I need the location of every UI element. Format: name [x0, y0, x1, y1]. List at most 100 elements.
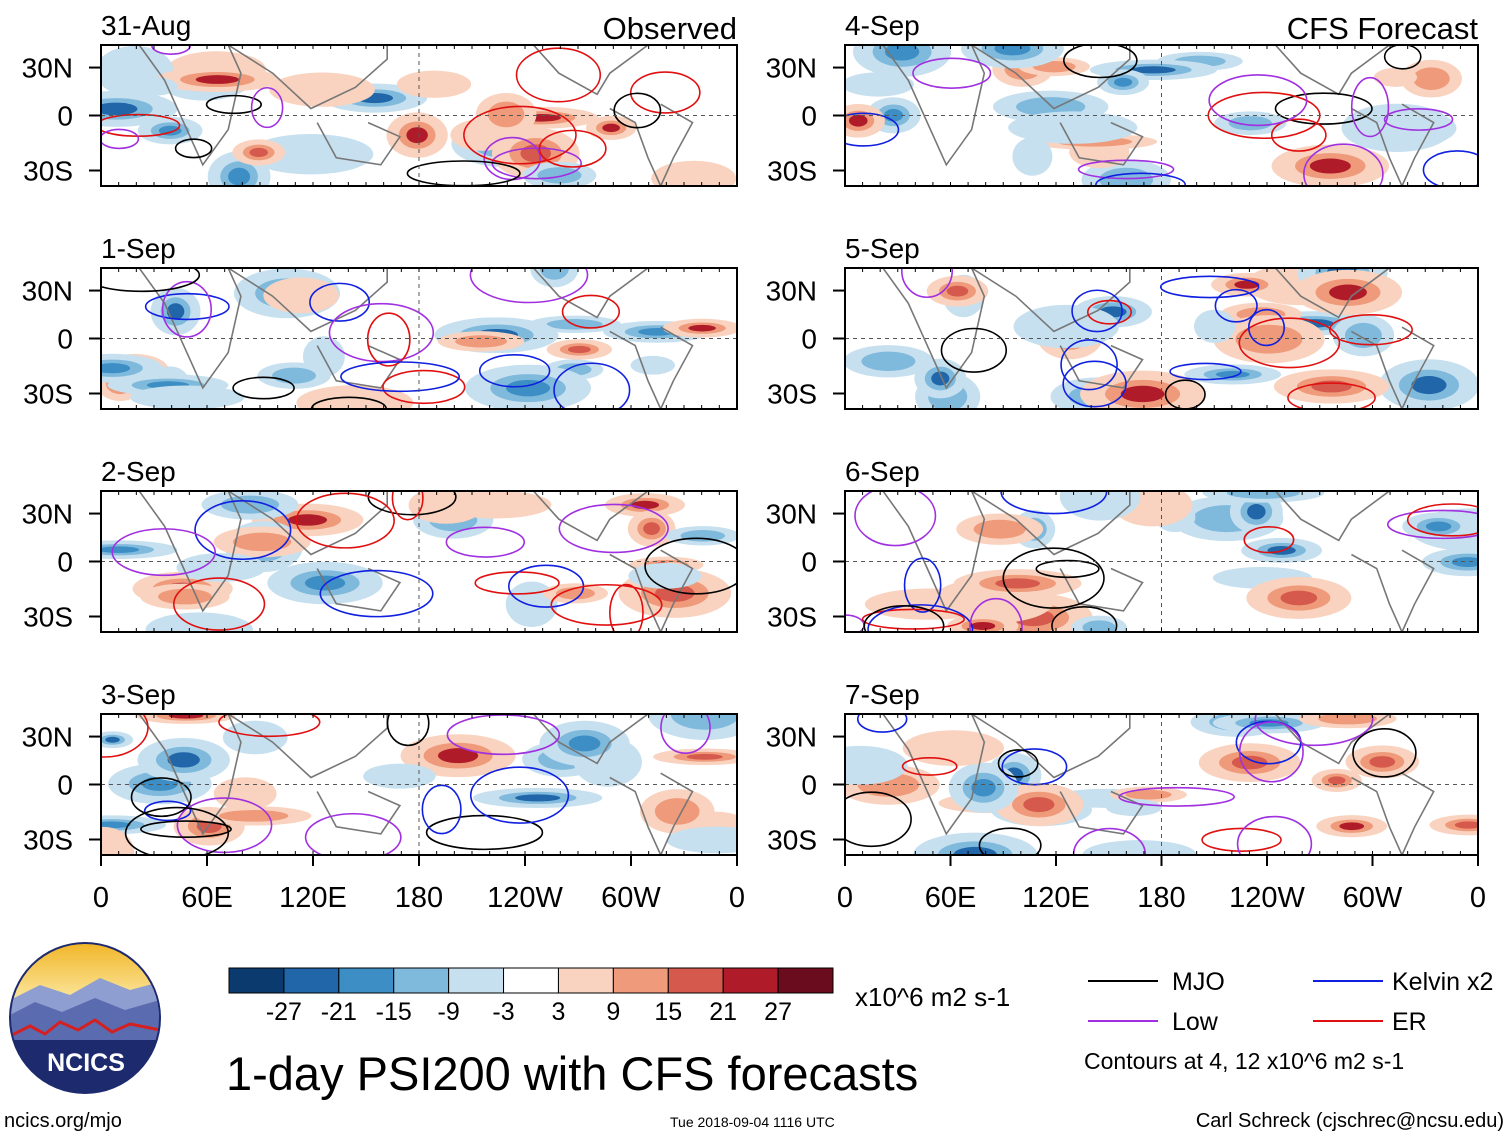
wave-contour: [1422, 150, 1478, 186]
wave-contour: [173, 577, 266, 631]
coastline: [316, 567, 402, 612]
anomaly-shade: [145, 612, 254, 632]
legend: MJO Kelvin x2 Low ER Contours at 4, 12 x…: [1084, 968, 1493, 1074]
wave-contour: [478, 353, 551, 388]
anomaly-shade: [973, 519, 1026, 539]
lat-tick-label: 30N: [766, 499, 817, 530]
colorbar-tick-label: -15: [376, 998, 412, 1026]
lat-tick-label: 30N: [22, 499, 73, 530]
coastline: [1059, 344, 1144, 389]
lon-tick-label: 60W: [1343, 882, 1403, 914]
anomaly-shade: [902, 730, 1005, 766]
anomaly-shade: [1226, 491, 1300, 499]
anomaly-shade: [1373, 67, 1418, 87]
wave-contour: [1060, 339, 1118, 391]
wave-contour: [328, 302, 435, 363]
lat-tick-label: 30S: [767, 601, 817, 632]
legend-contour-note: Contours at 4, 12 x10^6 m2 s-1: [1084, 1048, 1404, 1074]
anomaly-shade: [269, 72, 375, 107]
colorbar-tick-label: -27: [266, 998, 302, 1026]
lon-tick-label: 0: [1470, 882, 1486, 914]
panel-header: Observed: [603, 11, 737, 46]
wave-contour: [391, 491, 424, 521]
anomaly-shade: [228, 167, 251, 186]
wave-contour: [1214, 288, 1258, 323]
anomaly-shade: [1454, 821, 1478, 829]
coastline: [882, 45, 986, 167]
lon-tick-label: 60E: [181, 882, 233, 914]
anomaly-shade: [849, 114, 868, 127]
wave-contour: [861, 608, 966, 630]
anomaly-shade: [101, 102, 138, 116]
panel-date-label: 3-Sep: [101, 679, 176, 710]
wave-contour: [863, 605, 945, 632]
coastline: [882, 268, 986, 390]
panel-date-label: 7-Sep: [845, 679, 920, 710]
anomaly-shade: [287, 514, 328, 526]
coastline: [971, 45, 1131, 110]
map-panel: 5-Sep 30N 0 30S: [766, 233, 1479, 410]
coastline: [532, 714, 649, 765]
wave-contour: [1095, 172, 1186, 186]
anomaly-shade: [166, 303, 185, 320]
wave-contour: [340, 361, 461, 393]
wave-contour: [101, 128, 140, 150]
figure-title: 1-day PSI200 with CFS forecasts: [226, 1047, 918, 1100]
anomaly-shade: [1411, 376, 1447, 395]
lon-tick-label: 0: [93, 882, 109, 914]
coastline: [1059, 121, 1144, 166]
coastline: [971, 714, 1131, 779]
anomaly-shade: [1311, 380, 1352, 393]
map-panel: 4-Sep CFS Forecast 30N 0 30S: [766, 10, 1479, 187]
anomaly-shade: [555, 587, 595, 600]
lat-tick-label: 0: [801, 770, 817, 801]
wave-contour: [250, 86, 284, 129]
panel-date-label: 1-Sep: [101, 233, 176, 264]
coastline: [138, 45, 242, 167]
footer-credit: Carl Schreck (cjschrec@ncsu.edu): [1196, 1110, 1504, 1132]
coastline: [138, 268, 242, 390]
colorbar-swatch: [448, 967, 505, 994]
lat-tick-label: 0: [57, 547, 73, 578]
anomaly-shade: [1344, 322, 1382, 349]
anomaly-shade: [970, 621, 996, 630]
wave-contour: [218, 714, 321, 738]
lat-tick-label: 0: [57, 101, 73, 132]
lon-tick-label: 120W: [487, 882, 563, 914]
lat-tick-label: 30S: [767, 155, 817, 186]
wave-contour: [1118, 786, 1235, 807]
wave-contour: [1287, 382, 1376, 409]
anomaly-shade: [1309, 158, 1351, 174]
wave-contour: [1406, 503, 1478, 537]
wave-contour: [553, 362, 631, 409]
wave-contour: [1169, 362, 1242, 381]
anomaly-shade: [1012, 137, 1053, 176]
wave-contour: [845, 112, 900, 147]
wave-contour: [111, 528, 216, 577]
wave-contour: [143, 800, 192, 822]
coastline: [532, 268, 649, 319]
wave-contour: [124, 806, 230, 855]
wave-contour: [130, 777, 192, 818]
anomaly-shade: [631, 500, 660, 510]
anomaly-shade: [931, 371, 950, 386]
anomaly-shade: [666, 826, 737, 854]
lat-tick-label: 0: [801, 101, 817, 132]
wave-contour: [469, 766, 570, 824]
lat-tick-label: 30S: [767, 378, 817, 409]
wave-contour: [101, 268, 201, 293]
anomaly-shade: [176, 553, 266, 582]
lat-tick-label: 0: [57, 324, 73, 355]
anomaly-shade: [568, 735, 601, 752]
panel-date-label: 6-Sep: [845, 456, 920, 487]
colorbar-swatch: [722, 967, 779, 994]
anomaly-shade: [845, 745, 908, 785]
colorbar-swatch: [667, 967, 724, 994]
wave-contour: [1208, 74, 1308, 127]
wave-contour: [161, 280, 212, 338]
lat-tick-label: 30S: [23, 824, 73, 855]
anomaly-shade: [1329, 284, 1367, 301]
anomaly-shade: [101, 546, 140, 553]
anomaly-shade: [506, 379, 551, 397]
anomaly-shade: [455, 335, 508, 348]
